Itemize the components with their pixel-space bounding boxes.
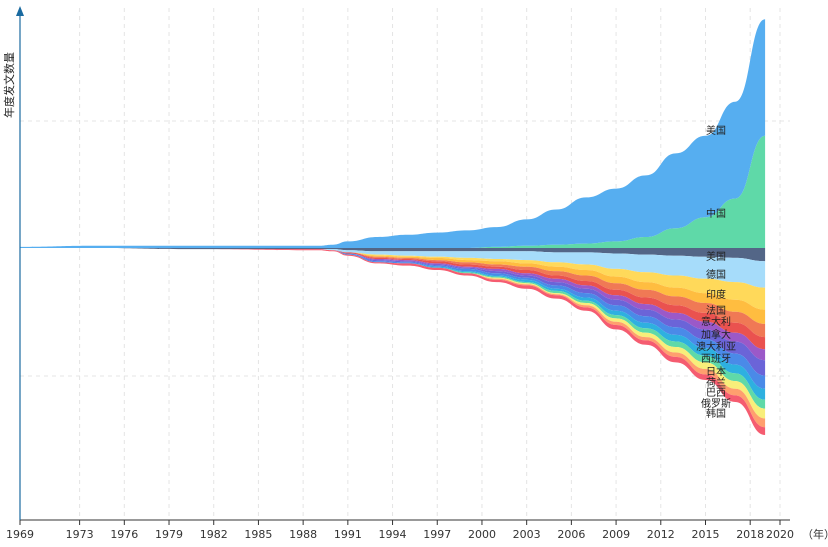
- x-tick-label: 2003: [513, 528, 541, 541]
- x-axis-unit-label: （年）: [802, 527, 828, 541]
- x-tick-label: 1994: [379, 528, 407, 541]
- series-label: 荷兰: [706, 376, 726, 389]
- series-label: 德国: [706, 268, 726, 281]
- x-tick-label: 1979: [155, 528, 183, 541]
- area-series-up-0: [20, 135, 766, 248]
- series-label: 俄罗斯: [701, 397, 731, 410]
- x-tick-label: 1985: [244, 528, 272, 541]
- x-tick-label: 1991: [334, 528, 362, 541]
- series-label: 美国: [706, 124, 726, 137]
- x-tick-label: 2009: [602, 528, 630, 541]
- series-label: 巴西: [706, 387, 726, 399]
- area-series-down-0: [20, 248, 766, 262]
- x-tick-label: 2020: [766, 528, 794, 541]
- series-label: 西班牙: [701, 353, 731, 365]
- x-tick-label: 2012: [647, 528, 675, 541]
- x-tick-label: 1969: [6, 528, 34, 541]
- x-tick-label: 2000: [468, 528, 496, 541]
- series-label: 法国: [706, 304, 726, 317]
- series-label: 印度: [706, 288, 726, 301]
- x-tick-label: 1982: [200, 528, 228, 541]
- axis-layer: 年度发文数量 （年）: [2, 6, 828, 541]
- x-tick-label: 1973: [66, 528, 94, 541]
- x-tick-label: 1988: [289, 528, 317, 541]
- series-label: 加拿大: [701, 328, 731, 341]
- tick-layer: 1969 1973 1976 1979 1982 1985 1988 1991 1994 1997…: [6, 520, 794, 541]
- x-tick-label: 2018: [736, 528, 764, 541]
- y-axis-label: 年度发文数量: [2, 52, 16, 118]
- x-tick-label: 2006: [557, 528, 585, 541]
- x-tick-label: 1976: [110, 528, 138, 541]
- series-label: 日本: [706, 365, 726, 378]
- series-label: 澳大利亚: [696, 340, 736, 353]
- area-series-up-1: [20, 19, 766, 249]
- area-series-down-1: [20, 248, 766, 288]
- series-label: 美国: [706, 250, 726, 263]
- x-tick-label: 1997: [423, 528, 451, 541]
- series-label: 中国: [706, 207, 726, 220]
- y-axis-arrow-icon: [16, 6, 24, 16]
- area-layer: [20, 19, 766, 435]
- x-tick-label: 2015: [691, 528, 719, 541]
- series-label: 韩国: [706, 407, 726, 420]
- series-label: 意大利: [701, 315, 731, 328]
